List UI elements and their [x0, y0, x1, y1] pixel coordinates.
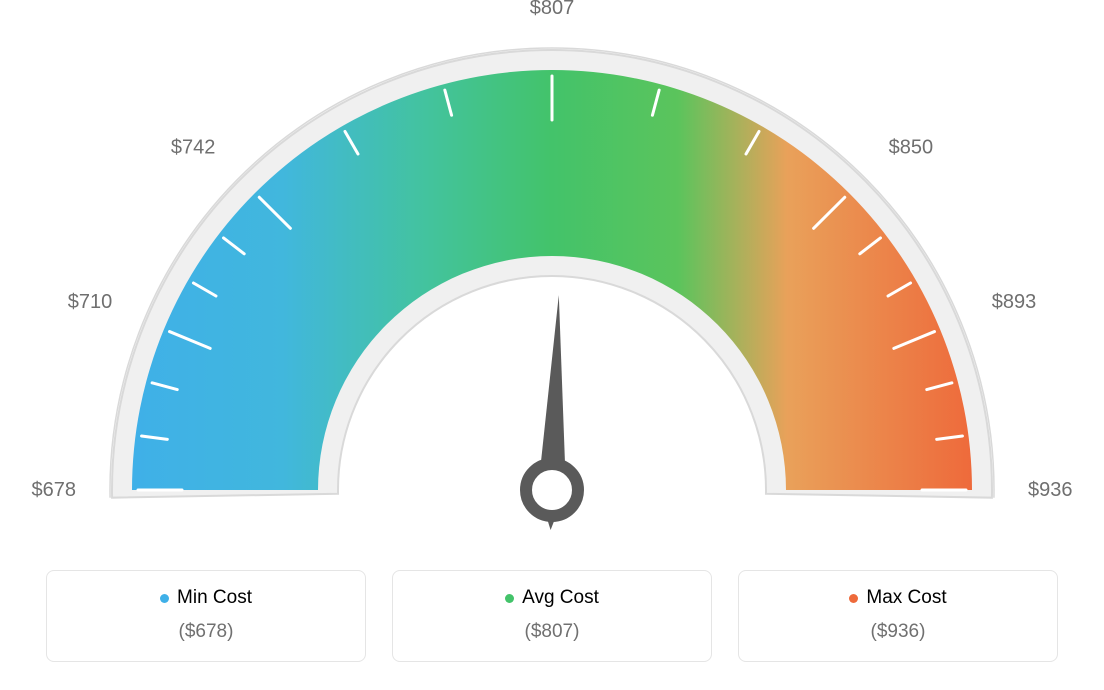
legend-card-min: Min Cost ($678): [46, 570, 366, 662]
legend-card-avg: Avg Cost ($807): [392, 570, 712, 662]
legend-card-max: Max Cost ($936): [738, 570, 1058, 662]
legend-title-min: Min Cost: [160, 587, 252, 609]
svg-text:$742: $742: [171, 136, 216, 158]
legend-row: Min Cost ($678) Avg Cost ($807) Max Cost…: [0, 570, 1104, 662]
cost-gauge-widget: $678 $710 $742 $807 $850 $893 $936 Min Cost ($…: [0, 0, 1104, 690]
legend-title-max: Max Cost: [849, 587, 946, 609]
gauge-hub: [526, 464, 578, 516]
legend-dot-max: [849, 594, 858, 603]
svg-text:$936: $936: [1028, 479, 1073, 501]
svg-text:$678: $678: [32, 479, 77, 501]
legend-value-min: ($678): [47, 621, 365, 643]
legend-title-avg: Avg Cost: [505, 587, 599, 609]
svg-text:$807: $807: [530, 0, 575, 19]
legend-dot-avg: [505, 594, 514, 603]
gauge-svg: $678 $710 $742 $807 $850 $893 $936: [0, 0, 1104, 560]
svg-text:$893: $893: [992, 291, 1036, 313]
svg-text:$850: $850: [889, 136, 934, 158]
svg-text:$710: $710: [68, 291, 113, 313]
gauge-area: $678 $710 $742 $807 $850 $893 $936: [0, 0, 1104, 560]
legend-label-avg: Avg Cost: [522, 587, 599, 609]
legend-label-min: Min Cost: [177, 587, 252, 609]
legend-dot-min: [160, 594, 169, 603]
legend-value-avg: ($807): [393, 621, 711, 643]
legend-value-max: ($936): [739, 621, 1057, 643]
legend-label-max: Max Cost: [866, 587, 946, 609]
